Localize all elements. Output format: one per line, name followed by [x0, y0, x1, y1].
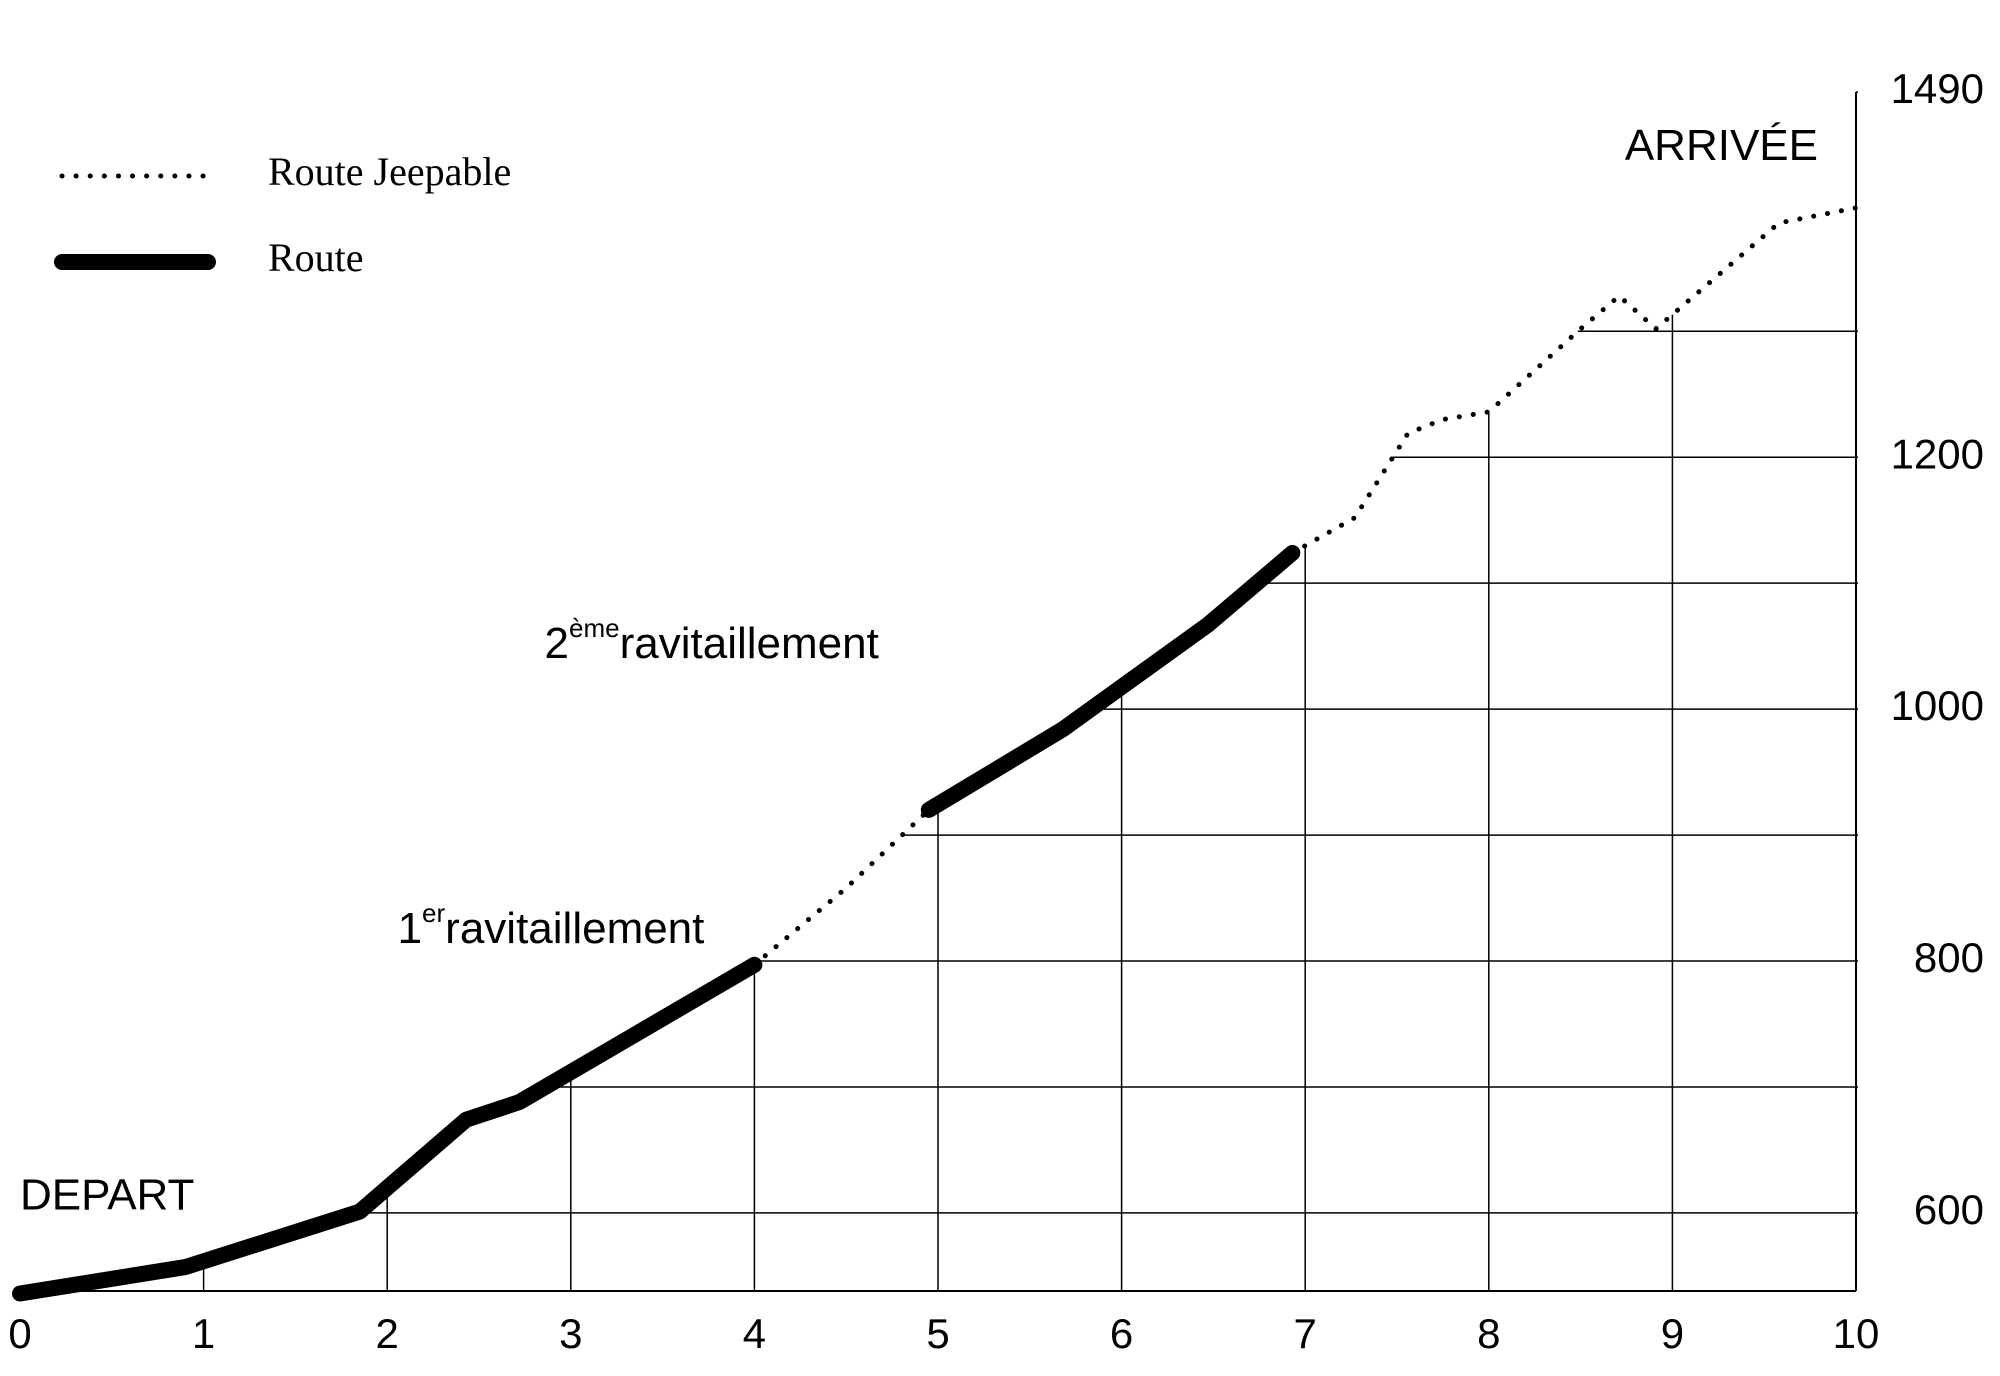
x-tick-label: 0 — [8, 1310, 31, 1357]
x-tick-label: 2 — [376, 1310, 399, 1357]
y-tick-label: 800 — [1914, 934, 1984, 981]
annotation: ARRIVÉE — [1625, 120, 1818, 169]
x-tick-label: 5 — [926, 1310, 949, 1357]
annotation-base: 1 — [398, 903, 422, 952]
annotation-base: 2 — [545, 619, 569, 668]
y-tick-label: 1200 — [1891, 430, 1984, 477]
x-tick-label: 3 — [559, 1310, 582, 1357]
annotation: DEPART — [20, 1170, 194, 1219]
dotted-line — [1289, 205, 1859, 556]
annotation-sup: er — [422, 898, 445, 928]
y-tick-label: 600 — [1914, 1186, 1984, 1233]
annotation: 1erravitaillement — [398, 898, 705, 953]
x-tick-label: 7 — [1294, 1310, 1317, 1357]
y-tick-label: 1000 — [1891, 682, 1984, 729]
x-tick-label: 4 — [743, 1310, 766, 1357]
annotation: 2èmeravitaillement — [545, 613, 879, 668]
legend-label: Route — [268, 235, 364, 280]
x-tick-label: 6 — [1110, 1310, 1133, 1357]
x-tick-label: 8 — [1477, 1310, 1500, 1357]
x-tick-label: 9 — [1661, 1310, 1684, 1357]
annotation-sup: ème — [569, 613, 620, 643]
annotation-text: ARRIVÉE — [1625, 120, 1818, 169]
y-tick-label: 1490 — [1891, 65, 1984, 112]
legend-label: Route Jeepable — [268, 149, 511, 194]
line — [920, 544, 1301, 818]
annotation-text: ravitaillement — [445, 903, 704, 952]
dotted-line — [751, 807, 932, 968]
annotation-text: DEPART — [20, 1170, 194, 1219]
x-tick-label: 10 — [1833, 1310, 1880, 1357]
line — [12, 956, 763, 1302]
annotation-text: ravitaillement — [620, 619, 879, 668]
x-tick-label: 1 — [192, 1310, 215, 1357]
